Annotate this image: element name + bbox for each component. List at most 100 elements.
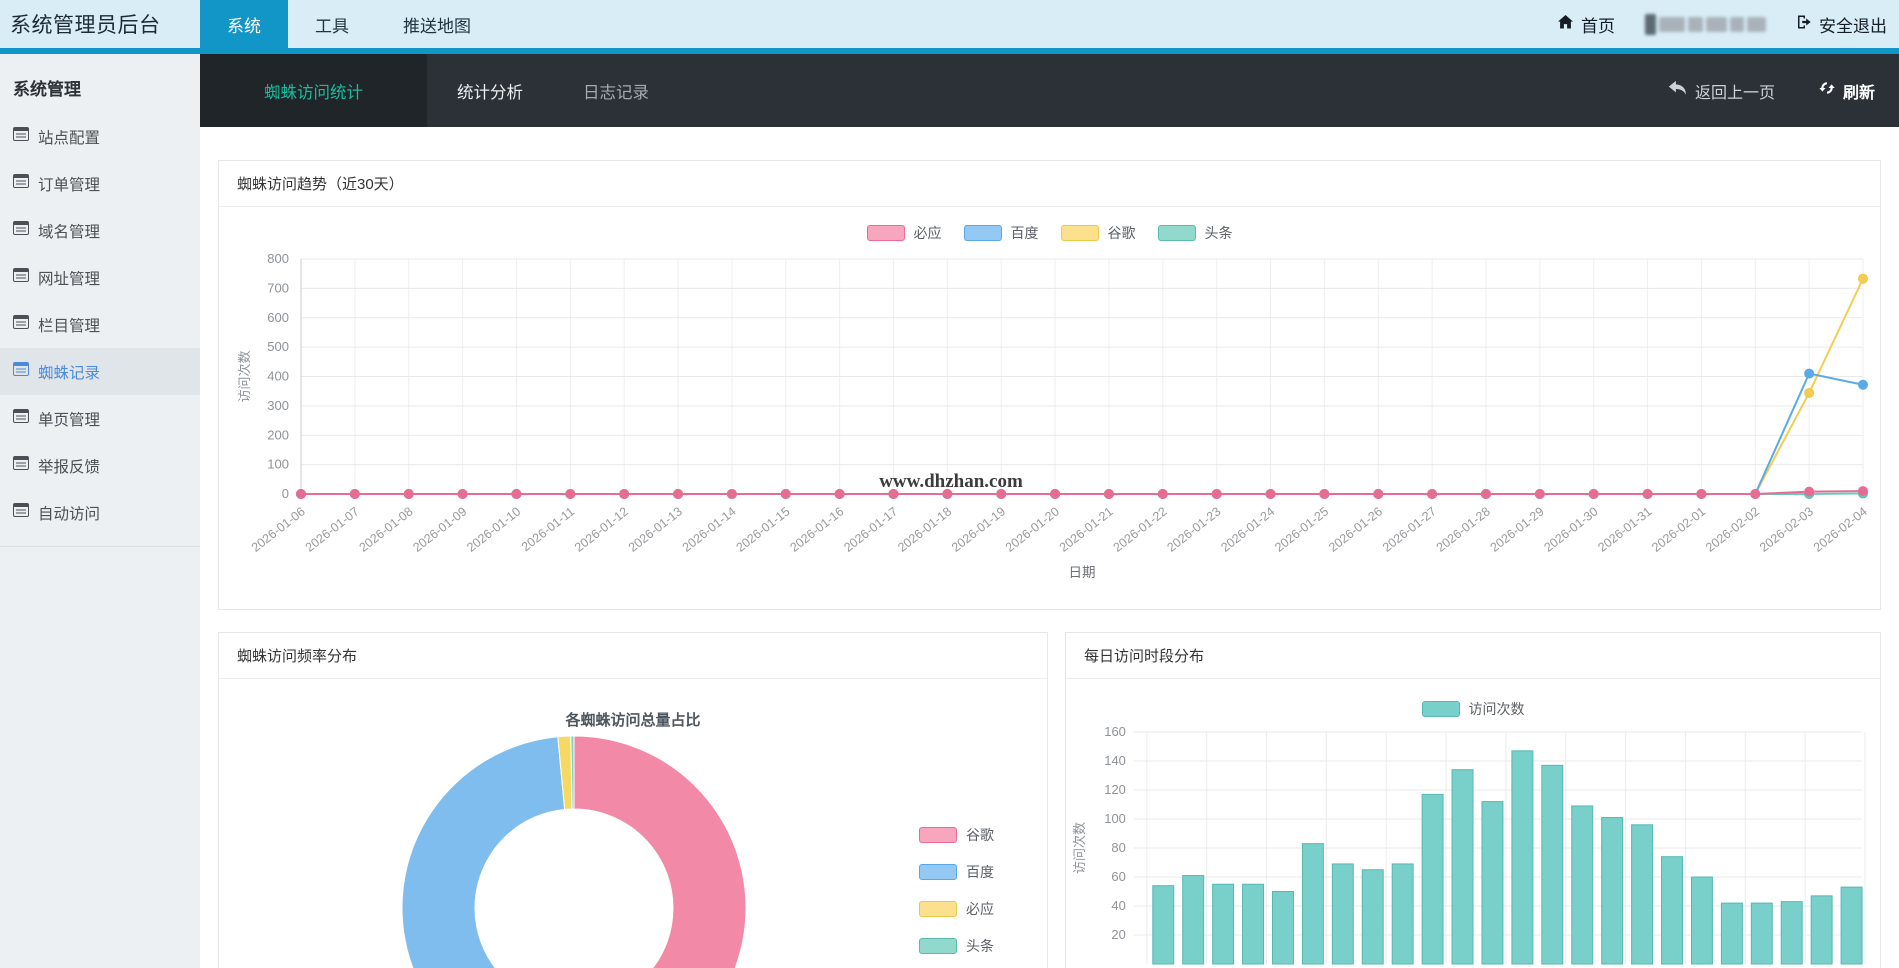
legend-swatch <box>919 827 957 843</box>
svg-text:600: 600 <box>267 310 289 325</box>
svg-text:2026-01-09: 2026-01-09 <box>410 504 469 554</box>
trend-panel-title: 蜘蛛访问趋势（近30天） <box>219 161 1880 207</box>
svg-text:2026-01-17: 2026-01-17 <box>841 504 900 554</box>
svg-text:2026-01-13: 2026-01-13 <box>626 504 685 554</box>
svg-text:2026-02-01: 2026-02-01 <box>1649 504 1708 554</box>
pie-slice-0 <box>573 735 747 968</box>
svg-text:300: 300 <box>267 398 289 413</box>
svg-text:2026-01-27: 2026-01-27 <box>1380 504 1439 554</box>
svg-text:2026-02-02: 2026-02-02 <box>1703 504 1762 554</box>
svg-text:2026-01-19: 2026-01-19 <box>949 504 1008 554</box>
navbar-tab-1[interactable]: 工具 <box>315 16 349 36</box>
bar-hour-3 <box>1242 883 1265 965</box>
svg-text:访问次数: 访问次数 <box>1072 822 1087 874</box>
sidebar-item-5[interactable]: 蜘蛛记录 <box>0 348 200 395</box>
bar-hour-18 <box>1690 876 1713 965</box>
top-navbar: 系统管理员后台 系统 工具 推送地图 首页 安全退出 <box>0 0 1899 48</box>
navbar-right: 首页 安全退出 <box>1557 0 1899 48</box>
pie-slice-1 <box>401 736 566 968</box>
legend-swatch <box>919 864 957 880</box>
bar-legend-item[interactable]: 访问次数 <box>1421 699 1525 719</box>
legend-label: 访问次数 <box>1468 701 1525 717</box>
sidebar-item-label: 站点配置 <box>38 129 101 147</box>
list-icon <box>13 315 29 334</box>
bar-hour-10 <box>1451 769 1474 965</box>
bar-hour-17 <box>1661 856 1683 965</box>
sidebar-item-label: 栏目管理 <box>38 317 101 335</box>
subnav-tab-1[interactable]: 统计分析 <box>457 83 523 102</box>
trend-legend-item-3[interactable]: 头条 <box>1157 223 1233 243</box>
svg-text:100: 100 <box>267 457 289 472</box>
svg-text:2026-01-07: 2026-01-07 <box>303 504 362 554</box>
sidebar-item-8[interactable]: 自动访问 <box>0 489 200 536</box>
bar-hour-4 <box>1271 891 1294 965</box>
svg-text:2026-02-03: 2026-02-03 <box>1757 504 1816 554</box>
navbar-tab-0[interactable]: 系统 <box>200 0 288 48</box>
back-button[interactable]: 返回上一页 <box>1668 79 1775 103</box>
sidebar-item-label: 网址管理 <box>38 270 101 288</box>
svg-text:2026-01-08: 2026-01-08 <box>357 504 416 554</box>
freq-panel-title: 蜘蛛访问频率分布 <box>219 633 1047 679</box>
trend-legend-item-1[interactable]: 百度 <box>963 223 1039 243</box>
svg-text:2026-01-18: 2026-01-18 <box>895 504 954 554</box>
svg-text:2026-01-26: 2026-01-26 <box>1326 504 1385 554</box>
bar-hour-7 <box>1361 869 1384 965</box>
refresh-button[interactable]: 刷新 <box>1819 79 1875 103</box>
trend-line-chart: 01002003004005006007008002026-01-062026-… <box>237 251 1870 580</box>
list-icon <box>13 221 29 240</box>
navbar-tab-2[interactable]: 推送地图 <box>403 16 471 36</box>
bar-hour-22 <box>1810 895 1833 965</box>
svg-text:访问次数: 访问次数 <box>237 350 252 402</box>
svg-text:140: 140 <box>1104 753 1126 768</box>
sidebar-item-0[interactable]: 站点配置 <box>0 113 200 160</box>
sidebar-item-6[interactable]: 单页管理 <box>0 395 200 442</box>
list-icon <box>13 268 29 287</box>
hourly-bar-chart: 20 40 60 80 100 120 140 160 访问次数 <box>1072 724 1866 965</box>
legend-label: 谷歌 <box>1107 225 1136 241</box>
hourly-chart: 访问次数 20 40 60 80 100 120 140 160 访问次数 <box>1066 679 1880 968</box>
legend-label: 谷歌 <box>966 827 994 843</box>
subnav-tab-2[interactable]: 日志记录 <box>583 83 649 102</box>
pie-legend-item-0[interactable]: 谷歌 <box>919 825 994 845</box>
bar-hour-2 <box>1212 883 1235 965</box>
svg-text:2026-01-23: 2026-01-23 <box>1164 504 1223 554</box>
sidebar-item-2[interactable]: 域名管理 <box>0 207 200 254</box>
legend-label: 头条 <box>966 938 994 954</box>
list-icon <box>13 362 29 381</box>
sidebar-item-label: 蜘蛛记录 <box>38 364 101 382</box>
bar-legend: 访问次数 <box>1066 699 1880 719</box>
sidebar-item-7[interactable]: 举报反馈 <box>0 442 200 489</box>
home-label: 首页 <box>1581 16 1615 36</box>
svg-text:2026-02-04: 2026-02-04 <box>1811 504 1870 554</box>
user-account[interactable] <box>1645 13 1766 35</box>
sidebar-item-4[interactable]: 栏目管理 <box>0 301 200 348</box>
accent-divider <box>0 48 1899 54</box>
navbar-tabs: 系统 工具 推送地图 <box>200 0 498 48</box>
svg-text:60: 60 <box>1111 869 1125 884</box>
content: 蜘蛛访问趋势（近30天） 0 100 200 300 400 500 600 700 800 20… <box>200 127 1899 968</box>
pie-legend-item-1[interactable]: 百度 <box>919 862 994 882</box>
legend-swatch <box>1421 701 1460 717</box>
sidebar-menu: 站点配置订单管理 域名管理网址管理栏目管理蜘蛛记录单页管理 举报反馈 自动访问 <box>0 113 200 547</box>
legend-swatch <box>963 225 1002 241</box>
sidebar-item-1[interactable]: 订单管理 <box>0 160 200 207</box>
logout-icon <box>1796 14 1812 35</box>
logout-link[interactable]: 安全退出 <box>1796 12 1887 37</box>
list-icon <box>13 409 29 428</box>
svg-text:日期: 日期 <box>1069 565 1096 580</box>
trend-legend-item-2[interactable]: 谷歌 <box>1060 223 1136 243</box>
svg-text:2026-01-20: 2026-01-20 <box>1003 504 1062 554</box>
bar-hour-12 <box>1511 750 1534 965</box>
home-link[interactable]: 首页 <box>1557 12 1615 37</box>
bar-hour-5 <box>1301 843 1324 965</box>
pie-legend-item-3[interactable]: 头条 <box>919 936 994 956</box>
sidebar: 系统管理 站点配置 订单管理 域名管理 网址管理 栏目管理 蜘蛛记录 单页管理 举报反馈 自动访… <box>0 54 200 968</box>
trend-legend-item-0[interactable]: 必应 <box>866 223 942 243</box>
subnav-tab-0[interactable]: 蜘蛛访问统计 <box>200 54 427 127</box>
svg-text:200: 200 <box>267 427 289 442</box>
freq-chart: 各蜘蛛访问总量占比 谷歌 百度 必应 头条 <box>219 679 1047 968</box>
sidebar-item-3[interactable]: 网址管理 <box>0 254 200 301</box>
pie-legend-item-2[interactable]: 必应 <box>919 899 994 919</box>
pie-legend: 谷歌百度必应头条 <box>919 825 994 956</box>
svg-text:700: 700 <box>267 280 289 295</box>
